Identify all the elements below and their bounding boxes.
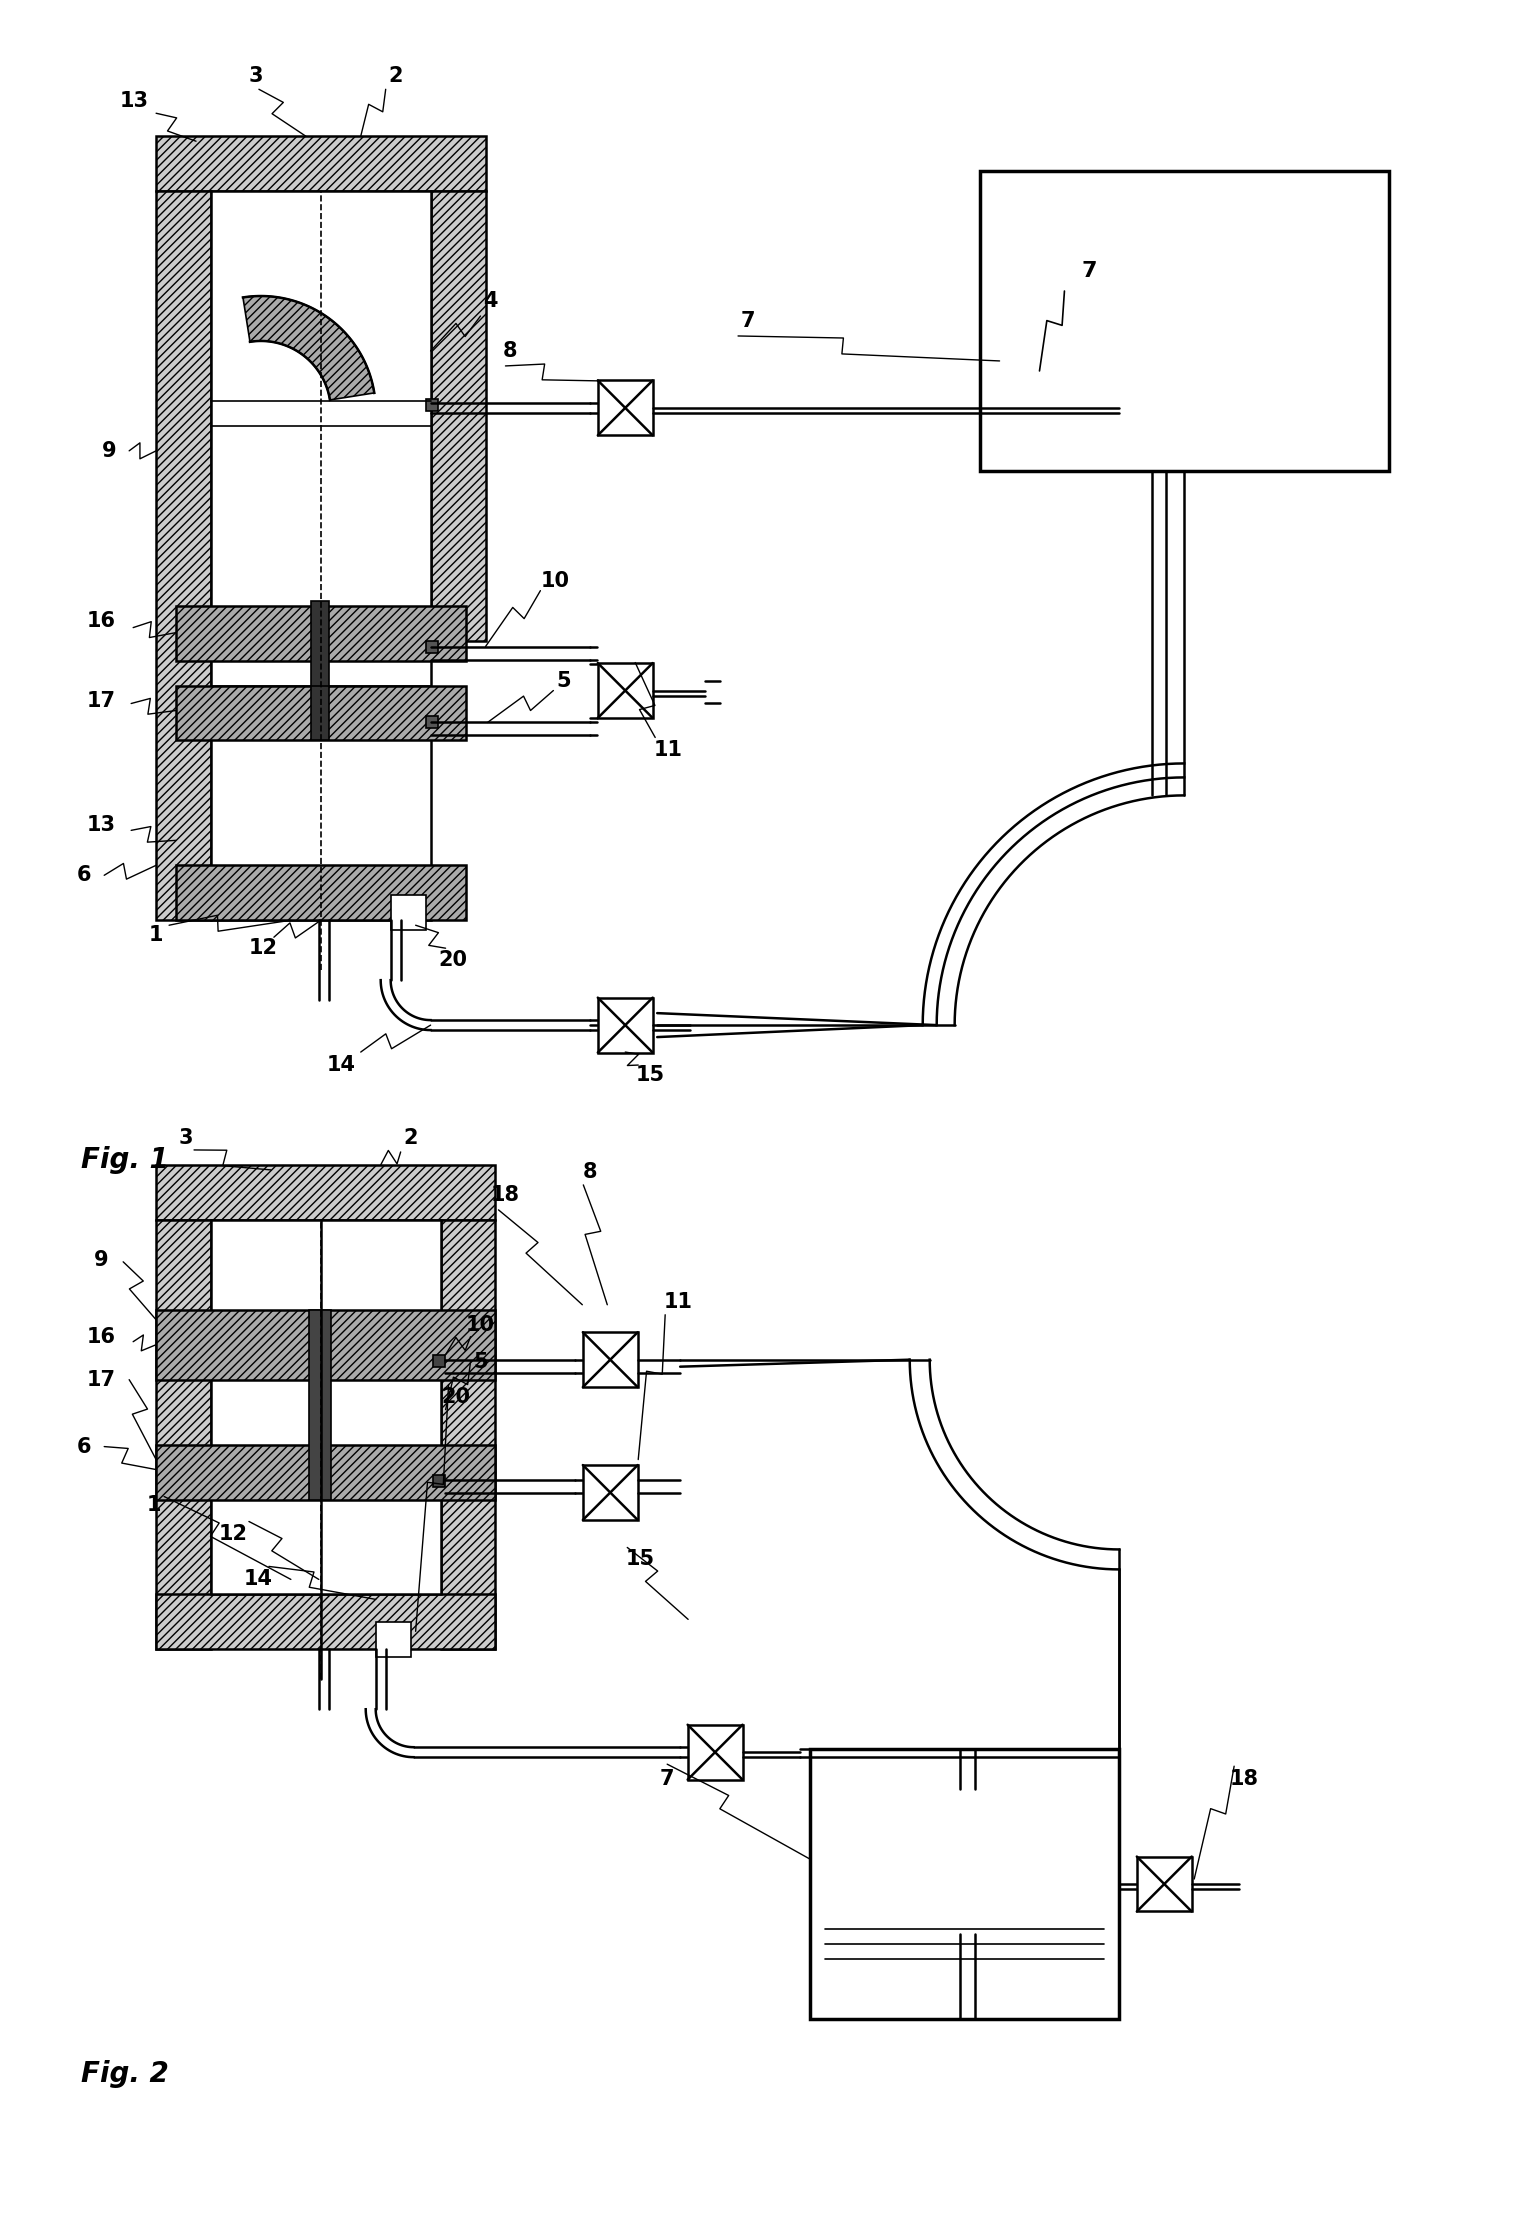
- Text: 8: 8: [583, 1161, 597, 1181]
- Bar: [440, 1219, 495, 1649]
- Bar: [311, 602, 329, 741]
- Text: 4: 4: [483, 291, 498, 311]
- Text: 18: 18: [490, 1185, 519, 1205]
- Bar: [425, 642, 437, 653]
- Bar: [212, 1219, 440, 1594]
- Text: 15: 15: [626, 1550, 655, 1570]
- Bar: [979, 171, 1389, 471]
- Bar: [810, 1749, 1119, 2018]
- Text: 15: 15: [635, 1066, 664, 1086]
- Bar: [599, 664, 653, 717]
- Bar: [583, 1465, 638, 1521]
- Bar: [155, 191, 212, 921]
- Text: 2: 2: [388, 67, 404, 87]
- Polygon shape: [244, 295, 375, 400]
- Text: 18: 18: [1229, 1769, 1258, 1789]
- Text: 16: 16: [87, 610, 116, 630]
- Bar: [155, 1594, 495, 1649]
- Bar: [177, 866, 466, 921]
- Bar: [391, 895, 425, 930]
- Bar: [155, 1219, 212, 1649]
- Text: 13: 13: [87, 815, 116, 835]
- Text: Fig. 1: Fig. 1: [81, 1146, 169, 1174]
- Text: 5: 5: [556, 670, 571, 690]
- Text: 7: 7: [740, 311, 755, 331]
- Text: 2: 2: [404, 1128, 417, 1148]
- Text: 6: 6: [78, 1436, 91, 1456]
- Text: 7: 7: [659, 1769, 675, 1789]
- Bar: [212, 191, 431, 921]
- Bar: [309, 1310, 330, 1498]
- Text: 1: 1: [149, 926, 163, 946]
- Bar: [433, 1354, 445, 1368]
- Text: 3: 3: [248, 67, 263, 87]
- Text: 20: 20: [442, 1388, 471, 1407]
- Bar: [155, 135, 486, 191]
- Text: 9: 9: [94, 1250, 108, 1270]
- Text: 17: 17: [87, 1370, 116, 1390]
- Text: 9: 9: [102, 442, 116, 462]
- Bar: [583, 1332, 638, 1388]
- Bar: [425, 400, 437, 411]
- Text: 8: 8: [503, 342, 518, 362]
- Text: 3: 3: [178, 1128, 193, 1148]
- Text: 7: 7: [1081, 262, 1097, 282]
- Text: 11: 11: [664, 1292, 693, 1312]
- Text: 11: 11: [653, 741, 682, 761]
- Bar: [1136, 1856, 1191, 1911]
- Text: 16: 16: [87, 1328, 116, 1348]
- Text: 13: 13: [120, 91, 149, 111]
- Text: 17: 17: [87, 690, 116, 710]
- Text: 5: 5: [474, 1352, 487, 1372]
- Text: 6: 6: [78, 866, 91, 886]
- Bar: [376, 1623, 411, 1658]
- Bar: [688, 1725, 743, 1780]
- Text: 14: 14: [244, 1570, 273, 1590]
- Bar: [599, 380, 653, 435]
- Text: 1: 1: [146, 1494, 161, 1514]
- Text: 12: 12: [248, 939, 277, 959]
- Bar: [177, 686, 466, 741]
- Bar: [425, 717, 437, 728]
- Text: 14: 14: [326, 1054, 355, 1074]
- Text: 10: 10: [541, 571, 570, 591]
- Bar: [177, 606, 466, 662]
- Bar: [431, 191, 486, 642]
- Text: 10: 10: [466, 1314, 495, 1334]
- Text: 12: 12: [218, 1525, 247, 1545]
- Bar: [599, 997, 653, 1052]
- Bar: [155, 1445, 495, 1498]
- Bar: [155, 1166, 495, 1219]
- Text: Fig. 2: Fig. 2: [81, 2060, 169, 2087]
- Bar: [155, 1310, 495, 1379]
- Bar: [433, 1474, 445, 1487]
- Text: 20: 20: [439, 950, 468, 970]
